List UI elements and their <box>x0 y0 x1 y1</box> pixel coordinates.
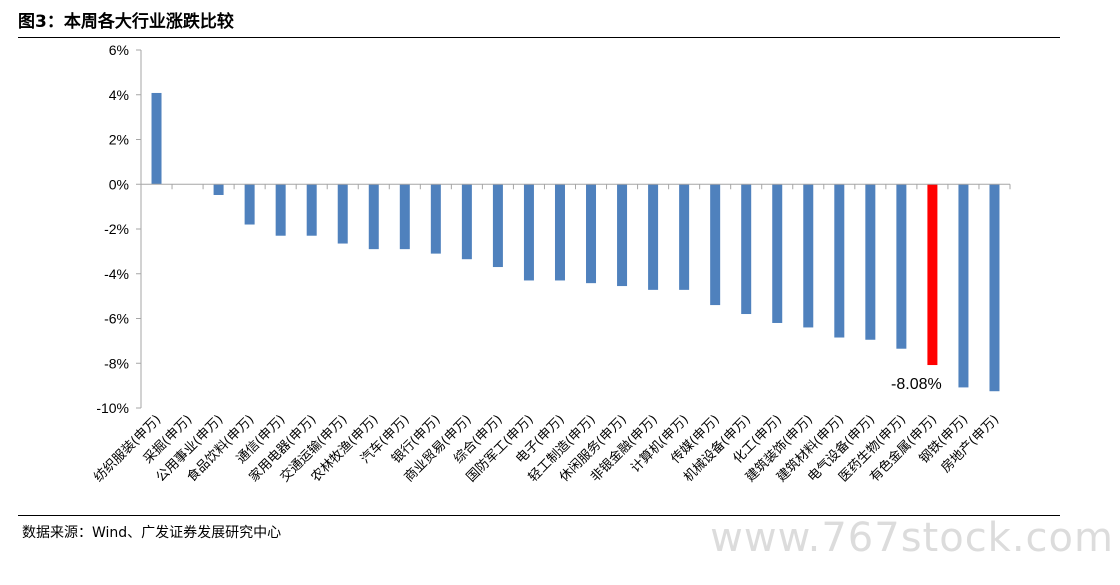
bar-19 <box>710 184 721 306</box>
bar-series <box>151 92 1000 392</box>
bar-17 <box>648 184 659 290</box>
bar-1 <box>151 92 162 185</box>
y-tick-label: 6% <box>109 42 129 58</box>
y-tick-label: -2% <box>104 221 129 237</box>
bar-8 <box>368 184 379 250</box>
figure-title: 图3：本周各大行业涨跌比较 <box>18 12 234 32</box>
bar-13 <box>523 184 534 281</box>
bar-18 <box>679 184 690 290</box>
title-rule <box>18 37 1060 38</box>
y-tick-label: -8% <box>104 355 129 371</box>
bar-25 <box>896 184 907 349</box>
y-tick-label: -10% <box>96 400 129 416</box>
bar-chart: 6% 4% 2% 0% -2% -4% -6% -8% -10% 纺织服装(申万)采掘(申万)公… <box>91 42 1011 486</box>
bar-24 <box>865 184 876 340</box>
bar-21 <box>772 184 783 323</box>
y-tick-label: -4% <box>104 266 129 282</box>
footer-rule <box>18 515 1060 516</box>
bar-26 <box>927 184 938 366</box>
bar-4 <box>244 184 255 225</box>
bar-12 <box>492 184 503 268</box>
bar-10 <box>430 184 441 254</box>
bar-23 <box>834 184 845 338</box>
bar-22 <box>803 184 814 328</box>
bar-11 <box>461 184 472 260</box>
bar-28 <box>989 184 1000 392</box>
bar-14 <box>554 184 565 281</box>
bar-6 <box>306 184 317 236</box>
bar-5 <box>275 184 286 236</box>
y-axis: 6% 4% 2% 0% -2% -4% -6% -8% -10% <box>96 42 142 416</box>
bar-3 <box>213 184 224 195</box>
watermark: www.767stock.com <box>710 515 1114 561</box>
bar-16 <box>617 184 628 287</box>
bar-15 <box>586 184 597 284</box>
y-tick-label: -6% <box>104 311 129 327</box>
bar-9 <box>399 184 410 250</box>
data-labels: -8.08% <box>891 376 942 393</box>
y-tick-label: 0% <box>109 176 129 192</box>
y-tick-label: 4% <box>109 87 129 103</box>
x-tick-labels: 纺织服装(申万)采掘(申万)公用事业(申万)食品饮料(申万)通信(申万)家用电器… <box>91 412 1002 486</box>
x-axis <box>140 183 1011 190</box>
source-note: 数据来源：Wind、广发证券发展研究中心 <box>22 525 282 541</box>
bar-7 <box>337 184 348 244</box>
bar-27 <box>958 184 969 388</box>
highlight-data-label: -8.08% <box>891 376 942 393</box>
y-tick-label: 2% <box>109 132 129 148</box>
bar-20 <box>741 184 752 315</box>
